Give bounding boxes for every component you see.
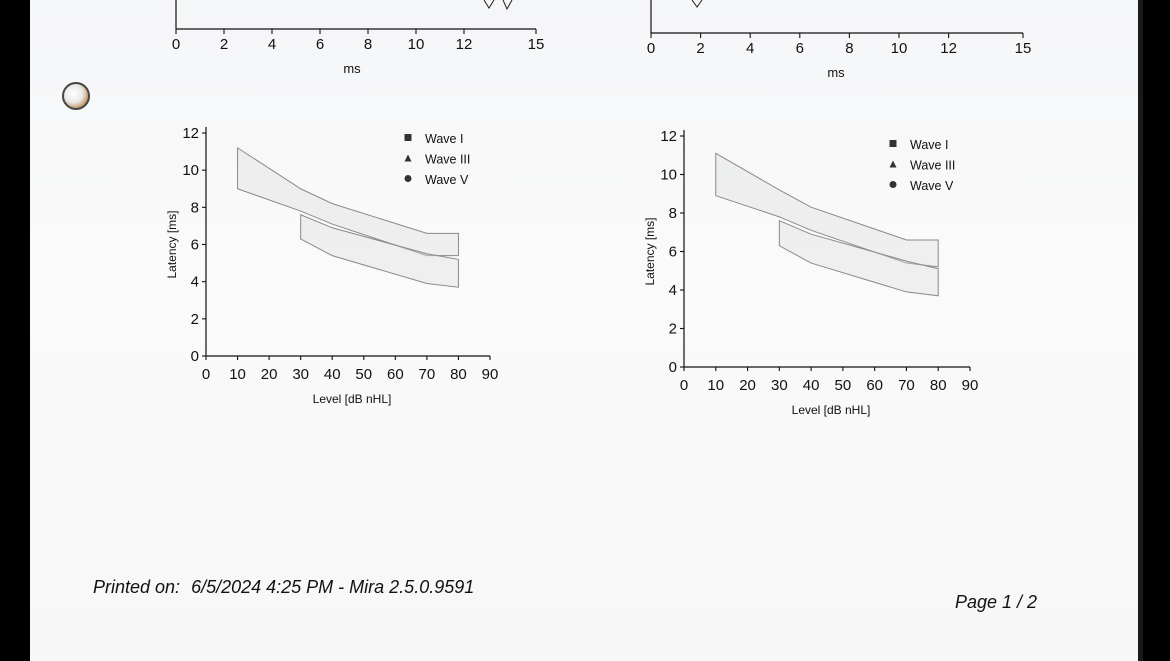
page-number: Page 1 / 2 bbox=[955, 592, 1038, 612]
latency-left-x-tick-label: 10 bbox=[229, 366, 246, 383]
latency-left-x-tick-label: 70 bbox=[419, 366, 436, 383]
waveform-right-x-axis-label: ms bbox=[827, 65, 845, 80]
latency-right-y-tick-label: 10 bbox=[660, 167, 677, 184]
latency-left-y-tick-label: 10 bbox=[182, 162, 199, 179]
latency-right-x-tick-label: 20 bbox=[739, 377, 756, 394]
waveform-left-x-tick-label: 0 bbox=[172, 36, 180, 53]
latency-right-legend-triangle-icon bbox=[889, 160, 897, 168]
latency-right-x-tick-label: 10 bbox=[707, 377, 724, 394]
latency-right-x-tick-label: 40 bbox=[803, 377, 820, 394]
waveform-right-x-tick-label: 6 bbox=[796, 40, 804, 57]
latency-left-legend-label: Wave III bbox=[425, 153, 470, 167]
waveform-left-x-tick-label: 10 bbox=[408, 36, 425, 53]
latency-right-y-tick-label: 12 bbox=[660, 128, 677, 145]
punch-hole-icon bbox=[62, 82, 90, 110]
latency-left-legend-label: Wave I bbox=[425, 132, 463, 146]
latency-left-y-axis-label: Latency [ms] bbox=[165, 210, 179, 278]
latency-right-x-tick-label: 80 bbox=[930, 377, 947, 394]
latency-right-band-wave-iii bbox=[778, 219, 939, 297]
latency-left-x-tick-label: 90 bbox=[482, 366, 499, 383]
waveform-right-x-tick-label: 8 bbox=[845, 40, 853, 57]
latency-left-legend-label: Wave V bbox=[425, 173, 469, 187]
waveform-right-x-tick-label: 0 bbox=[647, 40, 655, 57]
latency-right-x-tick-label: 30 bbox=[771, 377, 788, 394]
waveform-left-x-tick-label: 15 bbox=[528, 36, 545, 53]
latency-left-x-tick-label: 80 bbox=[450, 366, 467, 383]
latency-right-legend-label: Wave III bbox=[910, 159, 955, 173]
waveform-left-x-tick-label: 2 bbox=[220, 36, 228, 53]
latency-left-x-axis-label: Level [dB nHL] bbox=[313, 392, 392, 406]
latency-right-x-tick-label: 0 bbox=[680, 377, 688, 394]
latency-left-x-tick-label: 50 bbox=[355, 366, 372, 383]
latency-left-y-tick-label: 4 bbox=[191, 274, 199, 291]
latency-left-y-tick-label: 12 bbox=[182, 125, 199, 142]
latency-left-y-tick-label: 6 bbox=[191, 237, 199, 254]
paper-sheet bbox=[30, 0, 1138, 661]
latency-left-band-wave-iii bbox=[300, 214, 459, 288]
latency-left-x-tick-label: 30 bbox=[292, 366, 309, 383]
waveform-left-x-tick-label: 4 bbox=[268, 36, 276, 53]
latency-left-x-tick-label: 20 bbox=[261, 366, 278, 383]
latency-left-y-tick-label: 0 bbox=[191, 348, 199, 365]
waveform-left-trace bbox=[483, 0, 513, 11]
waveform-right-x-tick-label: 4 bbox=[746, 40, 754, 57]
waveform-right-x-tick-label: 10 bbox=[891, 40, 908, 57]
latency-right-y-tick-label: 0 bbox=[669, 359, 677, 376]
printed-label: Printed on: bbox=[93, 577, 181, 597]
waveform-left-x-tick-label: 8 bbox=[364, 36, 372, 53]
printed-value: 6/5/2024 4:25 PM - Mira 2.5.0.9591 bbox=[191, 577, 475, 597]
waveform-left-x-tick-label: 6 bbox=[316, 36, 324, 53]
latency-right-x-tick-label: 90 bbox=[962, 377, 979, 394]
latency-left-x-tick-label: 60 bbox=[387, 366, 404, 383]
latency-right-legend-circle-icon bbox=[889, 181, 897, 188]
waveform-right-x-tick-label: 12 bbox=[940, 40, 957, 57]
latency-left-x-tick-label: 0 bbox=[202, 366, 210, 383]
latency-right-x-tick-label: 70 bbox=[898, 377, 915, 394]
latency-right-x-tick-label: 50 bbox=[835, 377, 852, 394]
latency-left-band-wave-v bbox=[237, 146, 459, 257]
waveform-right-x-tick-label: 2 bbox=[696, 40, 704, 57]
latency-right-legend-label: Wave I bbox=[910, 138, 948, 152]
waveform-right-x-tick-label: 15 bbox=[1015, 40, 1032, 57]
latency-left-y-tick-label: 8 bbox=[191, 199, 199, 216]
latency-right-legend-square-icon bbox=[889, 140, 897, 147]
waveform-left-x-tick-label: 12 bbox=[456, 36, 473, 53]
latency-left-legend-square-icon bbox=[404, 134, 412, 141]
latency-right-y-tick-label: 6 bbox=[669, 244, 677, 261]
printed-info: Printed on: 6/5/2024 4:25 PM - Mira 2.5.… bbox=[93, 577, 474, 598]
latency-right-y-tick-label: 4 bbox=[669, 282, 677, 299]
latency-left-legend-circle-icon bbox=[404, 175, 412, 182]
waveform-right-trace bbox=[691, 0, 703, 8]
latency-right-y-tick-label: 2 bbox=[669, 321, 677, 338]
waveform-left-x-axis-label: ms bbox=[343, 61, 361, 76]
latency-left-x-tick-label: 40 bbox=[324, 366, 341, 383]
latency-right-band-wave-v bbox=[715, 152, 939, 268]
latency-right-x-tick-label: 60 bbox=[866, 377, 883, 394]
latency-right-y-axis-label: Latency [ms] bbox=[643, 217, 657, 285]
latency-left-y-tick-label: 2 bbox=[191, 311, 199, 328]
latency-left-legend-triangle-icon bbox=[404, 154, 412, 162]
latency-right-x-axis-label: Level [dB nHL] bbox=[792, 403, 871, 417]
latency-right-legend-label: Wave V bbox=[910, 179, 954, 193]
page-edge bbox=[1138, 0, 1143, 661]
latency-right-y-tick-label: 8 bbox=[669, 205, 677, 222]
